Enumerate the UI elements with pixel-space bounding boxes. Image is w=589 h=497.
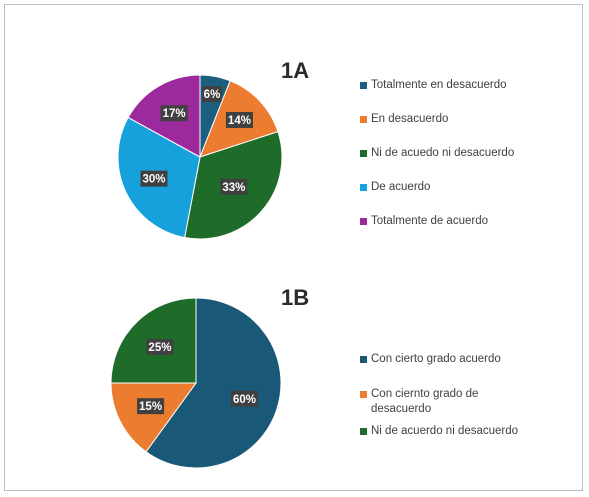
data-label-bg	[146, 338, 174, 355]
data-label-text: 15%	[139, 401, 162, 413]
data-label: 25%	[146, 338, 174, 355]
legend-swatch	[360, 82, 367, 89]
data-label: 33%	[220, 178, 248, 195]
data-label-bg	[137, 398, 165, 415]
legend-item: De acuerdo	[360, 180, 430, 195]
data-label-text: 33%	[222, 182, 245, 194]
legend-label: Con ciernto grado de desacuerdo	[371, 388, 479, 415]
data-label: 60%	[231, 390, 259, 407]
chart-1b-title: 1B	[281, 285, 310, 310]
legend-swatch	[360, 391, 367, 398]
legend-swatch	[360, 184, 367, 191]
data-label-bg	[140, 170, 168, 187]
legend-label: De acuerdo	[371, 181, 431, 193]
figure-frame	[4, 4, 583, 491]
data-label-bg	[231, 390, 259, 407]
legend-swatch	[360, 116, 367, 123]
data-label: 17%	[160, 105, 188, 122]
legend-item: Ni de acuedo ni desacuerdo	[360, 146, 514, 161]
data-label-text: 30%	[142, 174, 165, 186]
legend-item: Totalmente de acuerdo	[360, 214, 488, 229]
legend-label: Con cierto grado acuerdo	[371, 353, 501, 365]
legend-label: Totalmente en desacuerdo	[371, 79, 507, 91]
legend-item: Con ciernto grado de desacuerdo	[360, 387, 511, 417]
legend-label: Ni de acuerdo ni desacuerdo	[371, 425, 519, 437]
data-label: 30%	[140, 170, 168, 187]
pie-slice	[145, 297, 282, 469]
data-label-text: 60%	[233, 394, 256, 406]
legend-swatch	[360, 356, 367, 363]
data-label-bg	[201, 86, 222, 103]
legend-swatch	[360, 218, 367, 225]
data-label-bg	[220, 178, 248, 195]
legend-item: Ni de acuerdo ni desacuerdo	[360, 424, 518, 439]
legend-swatch	[360, 150, 367, 157]
pie-slice	[110, 382, 197, 453]
data-label-bg	[160, 105, 188, 122]
legend-item: Con cierto grado acuerdo	[360, 352, 501, 367]
legend-item: En desacuerdo	[360, 112, 448, 127]
data-label-text: 25%	[148, 342, 171, 354]
data-label: 6%	[201, 86, 222, 103]
legend-label: En desacuerdo	[371, 113, 449, 125]
data-label: 15%	[137, 398, 165, 415]
legend-item: Totalmente en desacuerdo	[360, 78, 507, 93]
data-label-text: 14%	[228, 115, 251, 127]
legend-label: Totalmente de acuerdo	[371, 215, 488, 227]
data-label-text: 17%	[163, 108, 186, 120]
data-label-text: 6%	[204, 89, 221, 101]
data-label-bg	[225, 111, 253, 128]
legend-label: Ni de acuedo ni desacuerdo	[371, 147, 515, 159]
data-label: 14%	[225, 111, 253, 128]
chart-1a-title: 1A	[281, 58, 310, 83]
legend-swatch	[360, 428, 367, 435]
